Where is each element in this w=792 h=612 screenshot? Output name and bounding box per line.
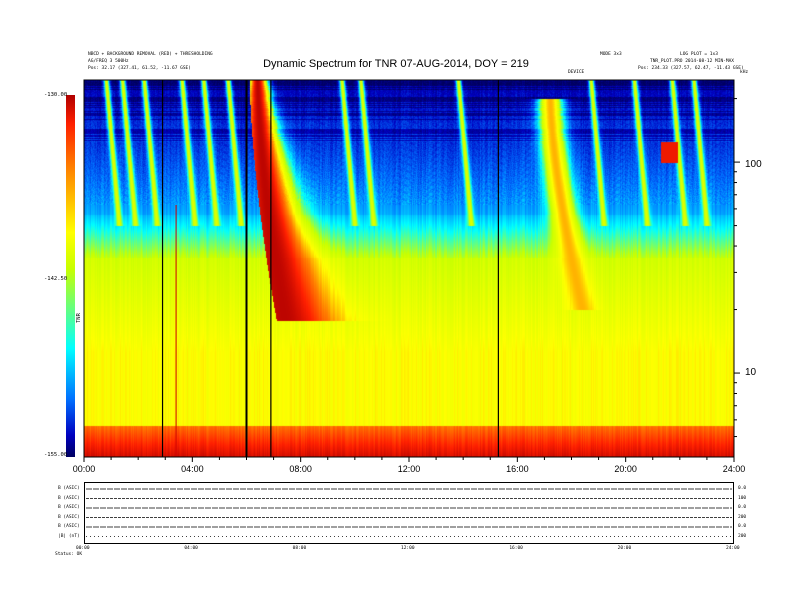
x-tick-label: 00:00: [72, 464, 96, 474]
status-label: Status: OK: [55, 552, 83, 557]
housekeeping-row-value: 0.0: [738, 505, 747, 510]
header-pos-right: Pos: 234.33 (327.57, 62.47, -11.43 GSE): [638, 66, 744, 71]
housekeeping-x-tick-label: 04:00: [184, 546, 198, 551]
housekeeping-x-tick-label: 08:00: [292, 546, 307, 551]
housekeeping-row-label: |B| (nT): [58, 533, 80, 539]
x-tick-label: 24:00: [722, 464, 746, 474]
housekeeping-x-tick-label: 12:00: [401, 546, 415, 551]
housekeeping-x-tick-label: 00:00: [76, 546, 90, 551]
header-mode-right: MODE 3x3: [600, 52, 622, 57]
housekeeping-panel: [84, 482, 734, 544]
housekeeping-row-value: 100: [738, 495, 747, 501]
housekeeping-x-tick-label: 20:00: [617, 546, 632, 551]
x-tick-label: 20:00: [614, 464, 637, 474]
housekeeping-row-label: B (ASIC): [58, 524, 80, 529]
x-tick-label: 08:00: [289, 464, 312, 474]
housekeeping-row-value: 200: [738, 533, 747, 539]
colorbar-tick-top: -130.00: [44, 92, 68, 98]
colorbar-tick-mid: -142.50: [44, 276, 68, 282]
housekeeping-row-label: B (ASIC): [58, 505, 80, 510]
housekeeping-row-label: B (ASIC): [58, 495, 80, 501]
unit-label: kHz: [740, 70, 749, 75]
housekeeping-row-value: 0.0: [738, 486, 747, 491]
housekeeping-row-value: 200: [738, 514, 747, 520]
header-pos-left: Pos: 32.17 (327.41, 61.52, -11.67 GSE): [88, 66, 191, 71]
plot-frame: [83, 79, 735, 458]
housekeeping-x-tick-label: 16:00: [509, 546, 523, 551]
spectrogram-image: [84, 80, 734, 457]
x-tick-label: 04:00: [181, 464, 204, 474]
header-program: TNR_PLOT.PRO 2014-08-12 MIN-MAX: [650, 59, 734, 64]
y-tick-label-100: 100: [745, 159, 762, 170]
housekeeping-row-value: 0.0: [738, 524, 747, 529]
chart-title: Dynamic Spectrum for TNR 07-AUG-2014, DO…: [263, 58, 529, 70]
header-logplot: LOG PLOT = 1x3: [680, 52, 718, 57]
colorbar: [66, 95, 75, 457]
header-freq-text: AG/FREQ 3 500Hz: [88, 59, 129, 64]
header-device: DEVICE: [568, 70, 585, 75]
housekeeping-row-label: B (ASIC): [58, 514, 80, 520]
x-tick-label: 12:00: [397, 464, 421, 474]
colorbar-tick-bottom: -155.00: [44, 452, 68, 458]
housekeeping-row-label: B (ASIC): [58, 486, 80, 491]
housekeeping-frame: [84, 482, 734, 544]
housekeeping-x-tick-label: 24:00: [726, 546, 740, 551]
x-tick-label: 16:00: [506, 464, 529, 474]
y-tick-label-10: 10: [745, 367, 757, 378]
header-mode-text: NBCD + BACKGROUND REMOVAL (RED) + THRESH…: [88, 52, 213, 57]
